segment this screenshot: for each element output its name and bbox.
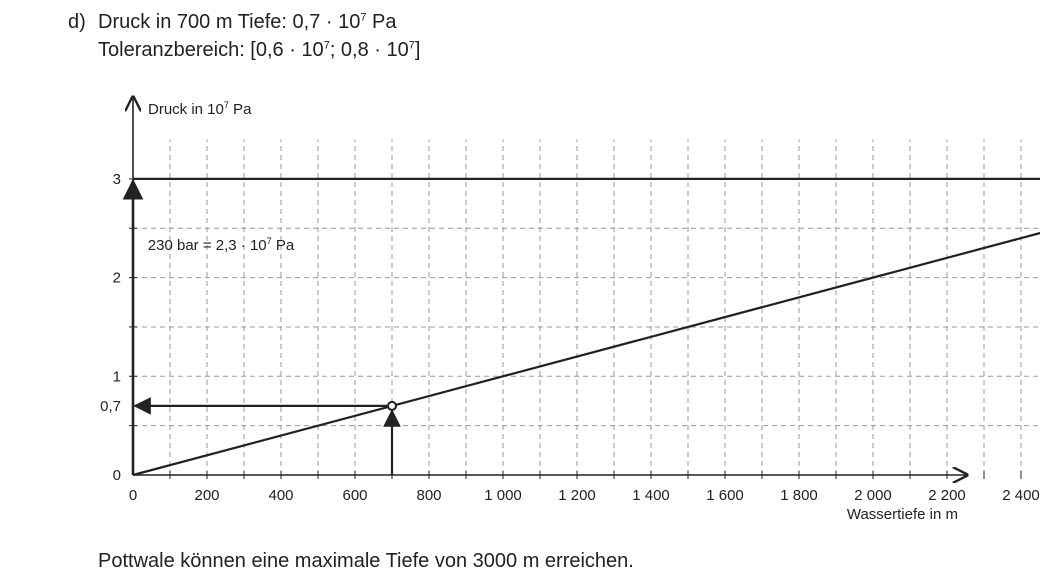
tolerance-line: Toleranzbereich: [0,6 · 107; 0,8 · 107] <box>98 39 421 61</box>
helper-arrows <box>122 177 1040 475</box>
x-tick-label: 2 400 <box>1002 487 1040 504</box>
y-tick-label: 0,7 <box>100 398 121 415</box>
x-tick-label: 1 400 <box>632 487 670 504</box>
y-tick-label: 0 <box>113 467 121 484</box>
y-tick-label: 2 <box>113 270 121 287</box>
annotation-230-bar: 230 bar = 2,3 · 107 Pa <box>148 236 295 254</box>
marked-point-700 <box>387 400 397 411</box>
x-tick-label: 2 200 <box>928 487 966 504</box>
x-tick-label: 800 <box>416 487 441 504</box>
y-axis-label: Druck in 107 Pa <box>148 100 252 118</box>
ticks: 0 200 400 600 800 1 000 1 200 1 400 1 600 1 800 2 … <box>100 171 1040 504</box>
task-label: d) <box>68 11 86 33</box>
x-tick-label: 2 000 <box>854 487 892 504</box>
x-tick-label: 400 <box>268 487 293 504</box>
y-tick-label: 1 <box>113 368 121 385</box>
x-tick-label: 1 000 <box>484 487 522 504</box>
task-header: d) Druck in 700 m Tiefe: 0,7 · 107 Pa To… <box>68 8 420 64</box>
x-tick-label: 0 <box>129 487 137 504</box>
x-axis-label: Wassertiefe in m <box>847 506 958 523</box>
x-tick-label: 600 <box>342 487 367 504</box>
footer-text: Pottwale können eine maximale Tiefe von … <box>98 550 634 572</box>
x-tick-label: 1 600 <box>706 487 744 504</box>
series <box>132 231 1040 477</box>
pressure-line-series <box>132 231 1040 477</box>
y-tick-label: 3 <box>113 171 121 188</box>
x-tick-label: 1 800 <box>780 487 818 504</box>
x-tick-label: 200 <box>194 487 219 504</box>
x-tick-label: 1 200 <box>558 487 596 504</box>
grid <box>133 139 1040 475</box>
pressure-line: Druck in 700 m Tiefe: 0,7 · 107 Pa <box>98 11 397 33</box>
